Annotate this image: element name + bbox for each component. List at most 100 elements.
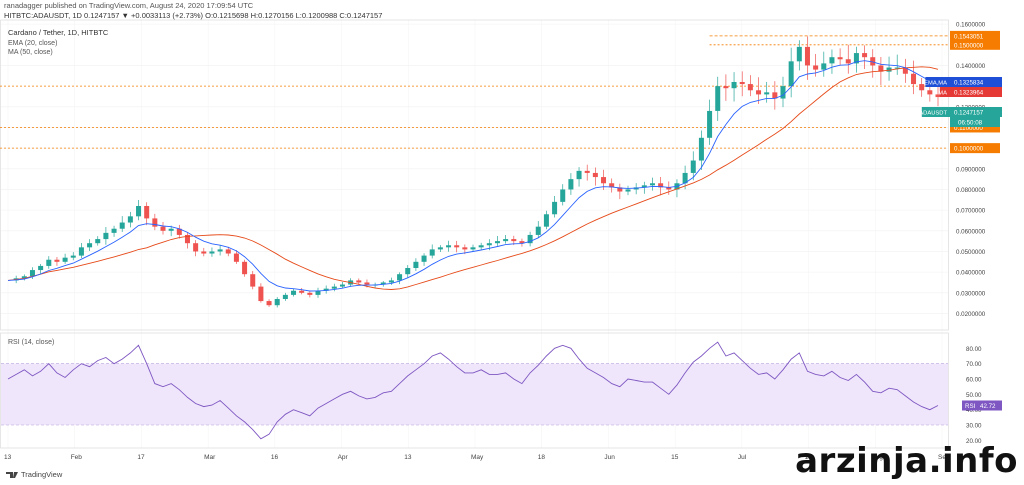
ma-badge-label: MA <box>938 91 947 97</box>
rsi-tick-label: 40.00 <box>966 407 982 414</box>
price-tick-label: 0.1400000 <box>956 63 986 70</box>
last-price-badge-box <box>946 107 1002 117</box>
candle-body <box>323 288 329 291</box>
rsi-tick-label: 20.00 <box>966 438 982 445</box>
candle-body <box>315 290 321 295</box>
ma-badge-value: 0.1323964 <box>954 90 984 97</box>
watermark: arzinja.info <box>795 441 1018 481</box>
candle-body <box>764 92 770 95</box>
last-price-badge-label: ADAUSDT <box>919 111 947 117</box>
candle-body <box>233 253 239 262</box>
price-tick-label: 0.0900000 <box>956 166 986 173</box>
candle-body <box>454 245 460 248</box>
candle-body <box>470 247 476 250</box>
candle-body <box>609 183 615 188</box>
candle-body <box>307 292 313 295</box>
candle-body <box>894 67 900 69</box>
candle-body <box>503 239 509 242</box>
x-tick-label: Sep <box>938 454 950 461</box>
candle-body <box>601 177 607 184</box>
candle-body <box>152 218 158 227</box>
candle-body <box>87 243 93 248</box>
candle-body <box>576 170 582 180</box>
price-tick-label: 0.0400000 <box>956 270 986 277</box>
candle-body <box>413 261 419 268</box>
candle-body <box>119 222 125 229</box>
candle-body <box>682 172 688 184</box>
x-tick-label: Jul <box>738 454 747 461</box>
candle-body <box>804 46 810 66</box>
candle-body <box>103 232 109 240</box>
candle-body <box>886 67 892 72</box>
candle-body <box>911 73 917 85</box>
candle-body <box>731 82 737 89</box>
level-badge-text: 0.1000000 <box>954 146 984 153</box>
candle-body <box>46 259 52 266</box>
candle-body <box>364 282 370 285</box>
ema-badge-label: EMA,MA <box>924 81 947 87</box>
x-tick-label: Jun <box>604 454 615 461</box>
candle-body <box>184 234 190 244</box>
price-tick-label: 0.0300000 <box>956 290 986 297</box>
candle-body <box>299 290 305 293</box>
candle-body <box>258 286 264 302</box>
candle-body <box>446 245 452 248</box>
candle-body <box>168 228 174 231</box>
candle-body <box>837 57 843 60</box>
candle-body <box>690 160 696 173</box>
level-badge <box>950 122 1000 133</box>
candle-body <box>494 241 500 244</box>
rsi-legend: RSI (14, close) <box>8 339 54 346</box>
rsi-tick-label: 70.00 <box>966 361 982 368</box>
candle-body <box>649 183 655 186</box>
candle-body <box>193 243 199 252</box>
ema-badge-box <box>946 77 1002 87</box>
price-panel-border <box>0 19 949 331</box>
candle-body <box>478 245 484 248</box>
rsi-tick-label: 60.00 <box>966 377 982 384</box>
candle-body <box>870 57 876 66</box>
rsi-tick-label: 80.00 <box>966 346 982 353</box>
candle-body <box>160 226 166 231</box>
candle-body <box>78 247 84 256</box>
countdown-text: 06:50:08 <box>958 120 983 127</box>
candle-body <box>144 206 150 219</box>
rsi-band <box>1 363 948 425</box>
candle-body <box>429 249 435 256</box>
candle-body <box>658 183 664 188</box>
candle-body <box>176 228 182 235</box>
ma-legend: MA (50, close) <box>8 49 53 56</box>
candle-body <box>250 274 256 287</box>
candle-body <box>707 110 713 138</box>
ema-badge-value: 0.1325834 <box>954 80 984 87</box>
x-tick-label: 13 <box>805 454 813 461</box>
candle-body <box>291 290 297 295</box>
x-tick-label: Mar <box>204 454 216 461</box>
candle-body <box>772 92 778 99</box>
candle-body <box>111 228 117 233</box>
candle-body <box>437 247 443 250</box>
candle-body <box>397 274 403 281</box>
candle-body <box>527 234 533 244</box>
chart-title: Cardano / Tether, 1D, HITBTC <box>8 28 109 37</box>
candle-body <box>878 65 884 72</box>
candle-body <box>756 90 762 95</box>
level-badge <box>950 143 1000 154</box>
x-tick-label: 13 <box>4 454 12 461</box>
candle-body <box>641 185 647 188</box>
range-top-badge <box>950 30 1000 41</box>
candle-body <box>282 294 288 299</box>
ma-line <box>7 66 939 290</box>
level-badge <box>950 39 1000 50</box>
tradingview-logo[interactable]: TradingView <box>6 470 62 479</box>
candle-body <box>331 286 337 289</box>
candle-body <box>902 67 908 74</box>
last-price-badge-value: 0.1247157 <box>954 110 984 117</box>
price-tick-label: 0.0500000 <box>956 249 986 256</box>
candle-body <box>225 249 231 254</box>
x-tick-label: 16 <box>271 454 279 461</box>
candle-body <box>853 53 859 64</box>
candle-body <box>127 216 133 223</box>
x-tick-label: 17 <box>137 454 145 461</box>
